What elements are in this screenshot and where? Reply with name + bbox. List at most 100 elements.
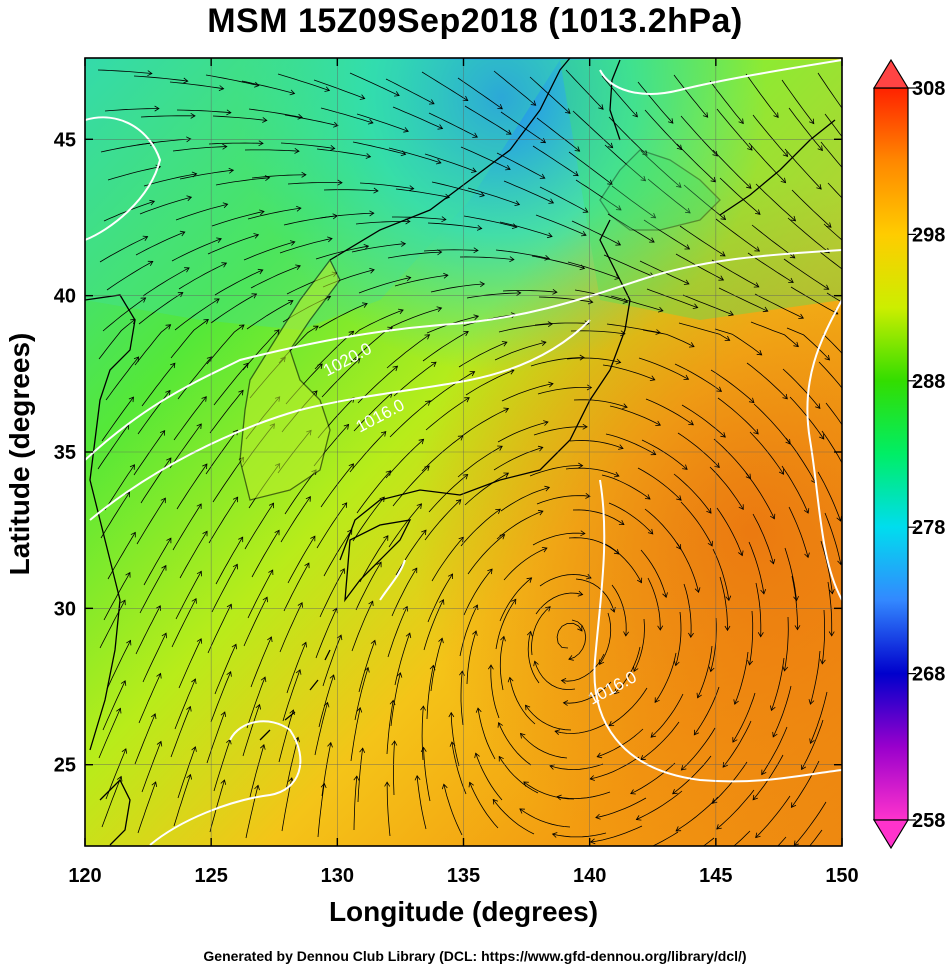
streamline — [752, 114, 788, 157]
y-tick-label: 40 — [54, 286, 76, 308]
streamline-arrow — [769, 513, 776, 520]
streamline — [278, 709, 294, 763]
y-tick-label: 45 — [54, 129, 76, 151]
streamline — [315, 245, 369, 260]
streamline-arrow — [268, 569, 274, 576]
streamline — [614, 646, 641, 694]
streamline — [810, 691, 828, 744]
streamline-arrow — [222, 143, 228, 150]
streamline — [467, 187, 520, 205]
streamline — [781, 465, 809, 514]
streamline-arrow — [214, 298, 220, 304]
streamline — [209, 390, 244, 434]
streamline — [466, 292, 521, 299]
streamline — [601, 75, 638, 118]
streamline-arrow — [124, 491, 131, 498]
streamline-arrow — [688, 420, 694, 426]
streamline — [519, 808, 571, 828]
streamline — [788, 107, 823, 151]
streamline — [709, 466, 744, 510]
streamline — [782, 368, 821, 409]
streamline-arrow — [710, 176, 717, 183]
streamline-arrow — [608, 721, 615, 727]
streamline-arrow — [793, 595, 799, 602]
streamline — [246, 300, 294, 330]
streamline — [206, 711, 226, 764]
streamline-arrow — [154, 105, 160, 112]
streamline — [357, 748, 364, 803]
streamline-arrow — [816, 184, 822, 190]
streamline — [105, 356, 139, 401]
streamline-arrow — [186, 773, 192, 780]
streamline-arrow — [353, 775, 360, 781]
streamline — [135, 605, 161, 655]
streamline — [208, 142, 264, 145]
streamline — [249, 744, 265, 798]
colorbar-tick-label: 278 — [912, 517, 945, 539]
streamline-arrow — [441, 783, 448, 790]
y-tick-label: 35 — [54, 442, 76, 464]
streamline-arrow — [287, 300, 294, 306]
streamline — [534, 661, 576, 691]
streamline — [279, 238, 333, 254]
streamline — [137, 390, 171, 435]
streamline-arrow — [301, 641, 307, 648]
streamline — [389, 400, 431, 438]
streamline-arrow — [238, 389, 244, 396]
streamline-arrow — [295, 264, 301, 270]
streamline-arrow — [547, 232, 553, 239]
streamline-arrow — [706, 508, 712, 514]
streamline-arrow — [530, 100, 537, 106]
streamline-arrow — [824, 354, 831, 361]
streamline — [421, 706, 424, 761]
streamline — [134, 713, 156, 765]
streamline-arrow — [650, 450, 657, 456]
streamline-arrow — [140, 297, 147, 303]
streamline — [134, 324, 171, 366]
streamline — [423, 249, 479, 252]
x-tick-label: 140 — [573, 865, 606, 887]
streamline-arrow — [819, 434, 825, 440]
streamline — [143, 537, 172, 586]
streamline-arrow — [541, 547, 548, 553]
streamline-arrow — [128, 396, 134, 403]
streamline — [640, 150, 682, 188]
streamline — [394, 274, 448, 287]
streamline-arrow — [327, 236, 333, 243]
streamline-arrow — [755, 832, 761, 839]
streamline-arrow — [161, 564, 167, 571]
streamline-arrow — [613, 688, 620, 695]
streamline — [385, 439, 424, 479]
streamline — [732, 692, 756, 743]
streamline-arrow — [543, 420, 549, 426]
streamline-arrow — [320, 782, 327, 789]
streamline — [212, 457, 244, 503]
streamline — [716, 789, 755, 830]
streamline-arrow — [329, 144, 336, 151]
streamline-arrow — [468, 781, 474, 788]
streamline — [246, 676, 266, 729]
streamline — [496, 152, 545, 179]
streamline — [791, 760, 820, 808]
streamline-arrow — [243, 362, 249, 369]
streamline-arrow — [858, 280, 863, 285]
streamline — [243, 597, 268, 647]
streamline — [475, 753, 503, 801]
streamline — [755, 183, 796, 222]
streamline-arrow — [473, 247, 479, 254]
streamline — [527, 631, 540, 684]
streamline — [427, 573, 453, 623]
x-tick-label: 145 — [699, 865, 732, 887]
streamline — [106, 640, 131, 690]
streamline-arrow — [657, 306, 664, 313]
streamline — [175, 203, 228, 221]
streamline — [638, 357, 689, 380]
streamline — [99, 236, 148, 263]
streamline — [206, 324, 245, 365]
streamline — [282, 669, 301, 722]
streamline-arrow — [258, 140, 264, 147]
streamline-arrow — [647, 528, 654, 535]
streamline — [568, 619, 587, 660]
colorbar-ticks: 308 298 288 278 268 258 — [908, 78, 945, 832]
streamline — [351, 601, 374, 652]
